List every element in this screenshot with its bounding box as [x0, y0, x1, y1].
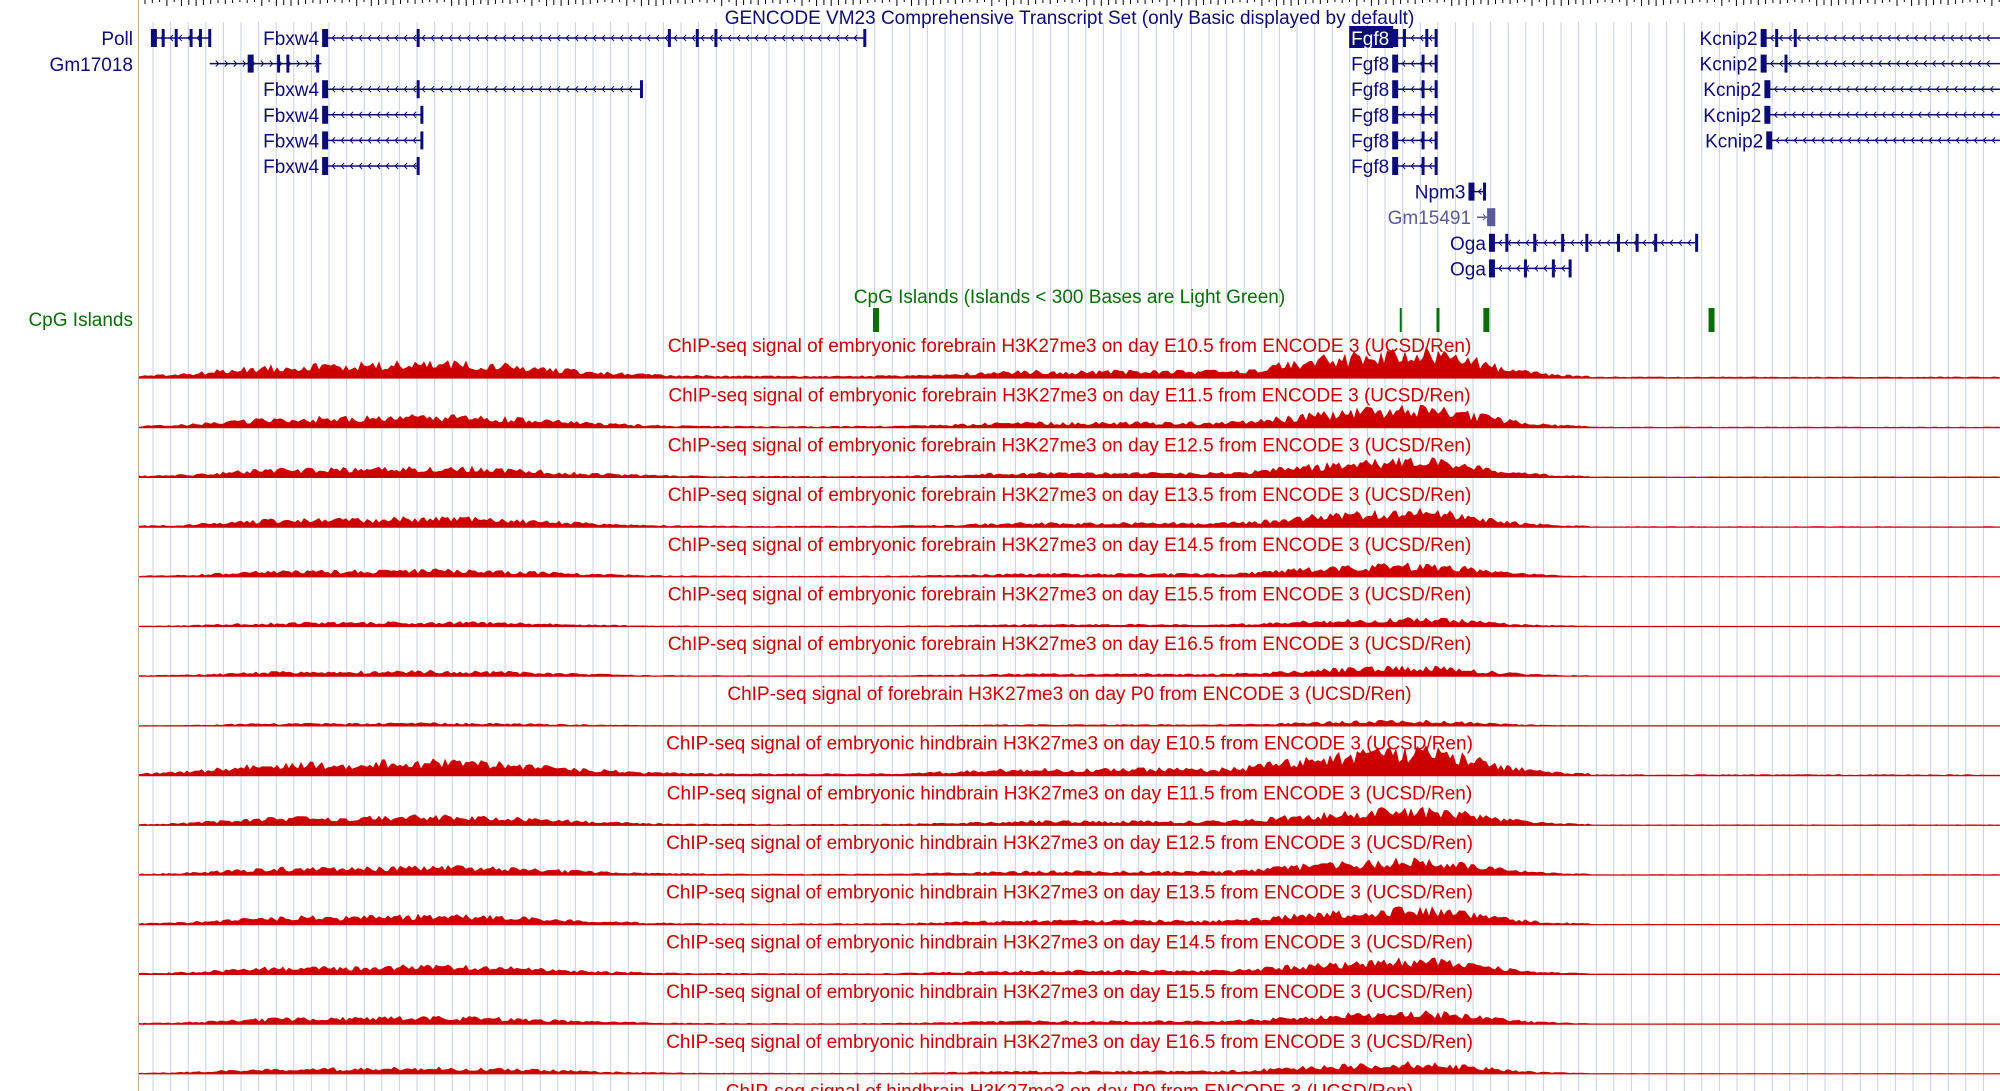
left-label-cpg[interactable]: CpG Islands: [28, 310, 133, 331]
gene-fgf8[interactable]: Fgf8: [1351, 157, 1438, 178]
gene-fbxw4[interactable]: Fbxw4: [263, 80, 643, 101]
gene-label[interactable]: Gm15491: [1388, 208, 1471, 229]
signal-track[interactable]: ChIP-seq signal of embryonic forebrain H…: [139, 435, 2000, 478]
signal-track[interactable]: ChIP-seq signal of embryonic hindbrain H…: [139, 883, 2000, 926]
signal-track-label[interactable]: ChIP-seq signal of embryonic hindbrain H…: [666, 932, 1473, 953]
signal-track-label[interactable]: ChIP-seq signal of embryonic forebrain H…: [668, 386, 1470, 407]
cpg-island[interactable]: [1399, 308, 1402, 332]
track-data-area[interactable]: GENCODE VM23 Comprehensive Transcript Se…: [139, 0, 2000, 1091]
guide-lines: [152, 22, 1984, 1091]
gene-oga[interactable]: Oga: [1450, 233, 1699, 255]
gene-npm3[interactable]: Npm3: [1415, 182, 1487, 204]
gene-fgf8[interactable]: Fgf8: [1349, 26, 1438, 50]
cpg-track-title[interactable]: CpG Islands (Islands < 300 Bases are Lig…: [854, 287, 1285, 308]
signal-track-label[interactable]: ChIP-seq signal of hindbrain H3K27me3 on…: [726, 1082, 1413, 1091]
signal-track-label[interactable]: ChIP-seq signal of embryonic hindbrain H…: [666, 734, 1473, 755]
gene-label[interactable]: Fgf8: [1351, 29, 1389, 50]
gene-fgf8[interactable]: Fgf8: [1351, 105, 1438, 127]
gene-kcnip2[interactable]: Kcnip2: [1703, 105, 2000, 127]
signal-track[interactable]: ChIP-seq signal of embryonic forebrain H…: [139, 386, 2000, 429]
tracks-svg: GENCODE VM23 Comprehensive Transcript Se…: [139, 0, 2000, 1091]
signal-track-label[interactable]: ChIP-seq signal of embryonic forebrain H…: [668, 535, 1472, 556]
gene-label[interactable]: Fgf8: [1351, 80, 1389, 101]
gene-label[interactable]: Kcnip2: [1703, 80, 1761, 101]
gene-fbxw4[interactable]: Fbxw4: [263, 29, 867, 50]
gene-label[interactable]: Npm3: [1415, 183, 1466, 204]
signal-track-label[interactable]: ChIP-seq signal of embryonic hindbrain H…: [666, 982, 1473, 1003]
signal-track[interactable]: ChIP-seq signal of embryonic forebrain H…: [139, 485, 2000, 528]
gene-fbxw4[interactable]: Fbxw4: [263, 105, 424, 127]
gene-label[interactable]: Fbxw4: [263, 80, 319, 101]
gene-label[interactable]: Fbxw4: [263, 106, 319, 127]
gene-label[interactable]: Kcnip2: [1703, 106, 1761, 127]
gene-fgf8[interactable]: Fgf8: [1351, 80, 1438, 101]
gene-fbxw4[interactable]: Fbxw4: [263, 131, 424, 152]
left-label-poll[interactable]: Poll: [101, 29, 133, 50]
gene-fgf8[interactable]: Fgf8: [1351, 131, 1438, 152]
gencode-genes: Fbxw4 Fbxw4 Fbxw4 Fbxw4 Fbxw4 Fgf8 Fgf8 Fgf8 Fgf…: [150, 26, 2000, 280]
signal-track[interactable]: ChIP-seq signal of embryonic hindbrain H…: [139, 783, 2000, 826]
signal-track[interactable]: ChIP-seq signal of embryonic forebrain H…: [139, 585, 2000, 628]
left-labels-svg: Poll Gm17018 CpG Islands: [28, 29, 133, 331]
gene-kcnip2[interactable]: Kcnip2: [1700, 54, 2000, 76]
signal-track-label[interactable]: ChIP-seq signal of embryonic forebrain H…: [668, 485, 1472, 506]
signal-track-label[interactable]: ChIP-seq signal of embryonic hindbrain H…: [666, 833, 1473, 854]
signal-track[interactable]: ChIP-seq signal of embryonic hindbrain H…: [139, 932, 2000, 976]
gene-label[interactable]: Fgf8: [1351, 131, 1389, 152]
gene-label[interactable]: Fbxw4: [263, 29, 319, 50]
signal-track-label[interactable]: ChIP-seq signal of embryonic hindbrain H…: [666, 1032, 1473, 1053]
gene-label[interactable]: Kcnip2: [1705, 131, 1763, 152]
ruler-remnant: [144, 0, 2000, 6]
cpg-islands: [872, 308, 1715, 332]
signal-track[interactable]: ChIP-seq signal of embryonic hindbrain H…: [139, 833, 2000, 876]
signal-track[interactable]: ChIP-seq signal of embryonic forebrain H…: [139, 535, 2000, 578]
gene-label[interactable]: Kcnip2: [1700, 55, 1758, 76]
gene-fbxw4[interactable]: Fbxw4: [263, 157, 420, 178]
gene-kcnip2[interactable]: Kcnip2: [1705, 131, 2000, 152]
signal-track[interactable]: ChIP-seq signal of hindbrain H3K27me3 on…: [139, 1082, 2000, 1091]
signal-track[interactable]: ChIP-seq signal of forebrain H3K27me3 on…: [139, 684, 2000, 727]
signal-track[interactable]: ChIP-seq signal of embryonic forebrain H…: [139, 634, 2000, 677]
signal-track-label[interactable]: ChIP-seq signal of embryonic forebrain H…: [668, 585, 1472, 606]
signal-track-label[interactable]: ChIP-seq signal of embryonic hindbrain H…: [666, 883, 1473, 904]
signal-track-label[interactable]: ChIP-seq signal of embryonic forebrain H…: [668, 634, 1472, 655]
gene-fgf8[interactable]: Fgf8: [1351, 54, 1438, 76]
cpg-island[interactable]: [1708, 308, 1715, 332]
gene-kcnip2[interactable]: Kcnip2: [1703, 80, 2000, 101]
left-label-gm17018[interactable]: Gm17018: [50, 55, 133, 76]
gene-label[interactable]: Fgf8: [1351, 55, 1389, 76]
signal-track[interactable]: ChIP-seq signal of embryonic hindbrain H…: [139, 734, 2000, 777]
cpg-island[interactable]: [872, 308, 879, 332]
signal-track[interactable]: ChIP-seq signal of embryonic hindbrain H…: [139, 1032, 2000, 1075]
gene-label[interactable]: Fbxw4: [263, 131, 319, 152]
signal-track-label[interactable]: ChIP-seq signal of embryonic forebrain H…: [668, 336, 1472, 357]
signal-track[interactable]: ChIP-seq signal of embryonic forebrain H…: [139, 336, 2000, 379]
gene-label[interactable]: Oga: [1450, 259, 1486, 280]
gene-gm15491[interactable]: Gm15491: [1388, 208, 1496, 229]
track-label-column: Poll Gm17018 CpG Islands: [0, 0, 138, 1091]
gene-label[interactable]: Fgf8: [1351, 157, 1389, 178]
gene-label[interactable]: Kcnip2: [1700, 29, 1758, 50]
gene-label[interactable]: Oga: [1450, 234, 1486, 255]
gene-label[interactable]: Fbxw4: [263, 157, 319, 178]
signal-track-label[interactable]: ChIP-seq signal of embryonic forebrain H…: [668, 435, 1472, 456]
gene-poll[interactable]: [150, 29, 212, 47]
label-separator: [138, 0, 139, 1091]
signal-track[interactable]: ChIP-seq signal of embryonic hindbrain H…: [139, 982, 2000, 1025]
gencode-track-title[interactable]: GENCODE VM23 Comprehensive Transcript Se…: [725, 8, 1415, 29]
gene-kcnip2[interactable]: Kcnip2: [1700, 29, 2000, 50]
gene-label[interactable]: Fgf8: [1351, 106, 1389, 127]
signal-track-label[interactable]: ChIP-seq signal of forebrain H3K27me3 on…: [727, 684, 1411, 705]
gene-oga[interactable]: Oga: [1450, 259, 1572, 280]
signal-track-label[interactable]: ChIP-seq signal of embryonic hindbrain H…: [667, 783, 1472, 804]
gene-gm17018[interactable]: [209, 54, 322, 73]
cpg-island[interactable]: [1483, 308, 1490, 332]
cpg-island[interactable]: [1436, 308, 1440, 332]
